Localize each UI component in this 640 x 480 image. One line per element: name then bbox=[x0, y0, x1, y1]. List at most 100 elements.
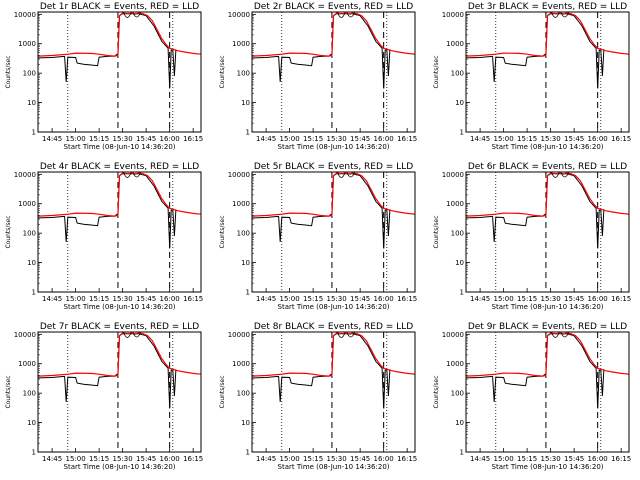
x-tick-label: 15:00 bbox=[280, 135, 300, 143]
peak-notch bbox=[132, 171, 142, 178]
peak-notch bbox=[346, 11, 356, 18]
peak-notch bbox=[346, 171, 356, 178]
x-tick-label: 15:30 bbox=[327, 295, 347, 303]
peak-notch bbox=[550, 11, 560, 18]
x-tick-label: 16:00 bbox=[588, 135, 608, 143]
x-tick-label: 14:45 bbox=[470, 455, 490, 463]
x-tick-label: 16:00 bbox=[588, 455, 608, 463]
y-tick-label: 1000 bbox=[446, 360, 464, 368]
x-tick-label: 16:00 bbox=[374, 455, 394, 463]
y-axis-label: Counts/sec bbox=[5, 55, 12, 88]
x-tick-label: 15:15 bbox=[303, 455, 323, 463]
plot-frame bbox=[37, 331, 202, 453]
series-lld-line bbox=[251, 172, 416, 217]
y-tick-label: 10 bbox=[27, 419, 36, 427]
peak-notch bbox=[132, 11, 142, 18]
x-tick-label: 14:45 bbox=[42, 455, 62, 463]
x-tick-label: 14:45 bbox=[470, 135, 490, 143]
x-tick-label: 16:15 bbox=[397, 135, 417, 143]
series-events-line bbox=[465, 333, 605, 409]
x-tick-label: 15:15 bbox=[303, 135, 323, 143]
x-tick-label: 15:45 bbox=[350, 295, 370, 303]
panel-det-1r: Det 1r BLACK = Events, RED = LLD 1 10 100 10… bbox=[5, 2, 203, 151]
y-axis-label: Counts/sec bbox=[219, 55, 226, 88]
y-tick-label: 1000 bbox=[18, 360, 36, 368]
y-tick-label: 100 bbox=[23, 70, 36, 78]
y-tick-label: 1 bbox=[460, 289, 464, 297]
plot-frame bbox=[251, 331, 416, 453]
x-tick-label: 15:45 bbox=[564, 455, 584, 463]
series-events-line bbox=[465, 13, 605, 89]
x-tick-label: 14:45 bbox=[42, 135, 62, 143]
peak-notch bbox=[560, 11, 570, 18]
series-events-line bbox=[37, 173, 177, 249]
x-tick-label: 15:45 bbox=[564, 295, 584, 303]
y-tick-label: 100 bbox=[451, 70, 464, 78]
x-tick-label: 15:45 bbox=[136, 295, 156, 303]
y-tick-label: 10 bbox=[241, 99, 250, 107]
y-axis-label: Counts/sec bbox=[219, 375, 226, 408]
x-tick-label: 16:15 bbox=[611, 135, 631, 143]
x-tick-label: 15:15 bbox=[517, 135, 537, 143]
y-tick-label: 100 bbox=[237, 70, 250, 78]
plot-frame bbox=[465, 11, 630, 133]
x-tick-label: 15:00 bbox=[494, 295, 514, 303]
x-axis-label: Start Time (08-Jun-10 14:36:20) bbox=[64, 463, 176, 471]
series-lld-line bbox=[37, 172, 202, 217]
peak-notch bbox=[560, 331, 570, 338]
y-tick-label: 10000 bbox=[442, 331, 464, 339]
y-tick-label: 100 bbox=[23, 390, 36, 398]
x-tick-label: 16:15 bbox=[611, 455, 631, 463]
panel-title: Det 6r BLACK = Events, RED = LLD bbox=[468, 162, 627, 172]
y-tick-label: 10000 bbox=[14, 171, 36, 179]
x-tick-label: 16:15 bbox=[183, 295, 203, 303]
x-tick-label: 15:15 bbox=[517, 455, 537, 463]
y-tick-label: 10 bbox=[27, 99, 36, 107]
y-tick-label: 10000 bbox=[228, 11, 250, 19]
y-tick-label: 1000 bbox=[232, 360, 250, 368]
x-tick-label: 16:15 bbox=[397, 455, 417, 463]
peak-notch bbox=[122, 11, 132, 18]
panel-title: Det 9r BLACK = Events, RED = LLD bbox=[468, 322, 627, 332]
x-axis-label: Start Time (08-Jun-10 14:36:20) bbox=[278, 143, 390, 151]
y-tick-label: 10000 bbox=[442, 11, 464, 19]
series-events-line bbox=[37, 13, 177, 89]
y-axis-label: Counts/sec bbox=[433, 215, 440, 248]
x-tick-label: 16:00 bbox=[160, 135, 180, 143]
series-lld-line bbox=[251, 332, 416, 377]
y-axis-label: Counts/sec bbox=[5, 215, 12, 248]
y-tick-label: 10000 bbox=[14, 11, 36, 19]
y-tick-label: 1 bbox=[32, 129, 36, 137]
y-axis-label: Counts/sec bbox=[5, 375, 12, 408]
x-tick-label: 15:00 bbox=[494, 135, 514, 143]
x-tick-label: 14:45 bbox=[256, 135, 276, 143]
x-axis-label: Start Time (08-Jun-10 14:36:20) bbox=[278, 303, 390, 311]
series-events-line bbox=[251, 173, 391, 249]
panel-title: Det 4r BLACK = Events, RED = LLD bbox=[40, 162, 199, 172]
panel-det-4r: Det 4r BLACK = Events, RED = LLD 1 10 100 10… bbox=[5, 162, 203, 311]
y-tick-label: 1000 bbox=[18, 40, 36, 48]
y-tick-label: 1000 bbox=[446, 40, 464, 48]
y-tick-label: 10000 bbox=[228, 331, 250, 339]
x-tick-label: 15:30 bbox=[113, 135, 133, 143]
plot-frame bbox=[37, 11, 202, 133]
y-axis-label: Counts/sec bbox=[433, 375, 440, 408]
x-tick-label: 15:00 bbox=[494, 455, 514, 463]
panel-det-3r: Det 3r BLACK = Events, RED = LLD 1 10 100 10… bbox=[433, 2, 631, 151]
y-tick-label: 100 bbox=[451, 230, 464, 238]
y-tick-label: 1 bbox=[246, 289, 250, 297]
y-tick-label: 10 bbox=[27, 259, 36, 267]
peak-notch bbox=[336, 171, 346, 178]
x-tick-label: 15:45 bbox=[136, 135, 156, 143]
x-tick-label: 15:30 bbox=[113, 455, 133, 463]
x-tick-label: 16:00 bbox=[374, 295, 394, 303]
series-events-line bbox=[251, 333, 391, 409]
y-tick-label: 10000 bbox=[14, 331, 36, 339]
x-axis-label: Start Time (08-Jun-10 14:36:20) bbox=[492, 463, 604, 471]
peak-notch bbox=[122, 331, 132, 338]
series-events-line bbox=[37, 333, 177, 409]
y-tick-label: 10 bbox=[455, 259, 464, 267]
x-tick-label: 15:15 bbox=[89, 455, 109, 463]
x-tick-label: 15:30 bbox=[541, 135, 561, 143]
